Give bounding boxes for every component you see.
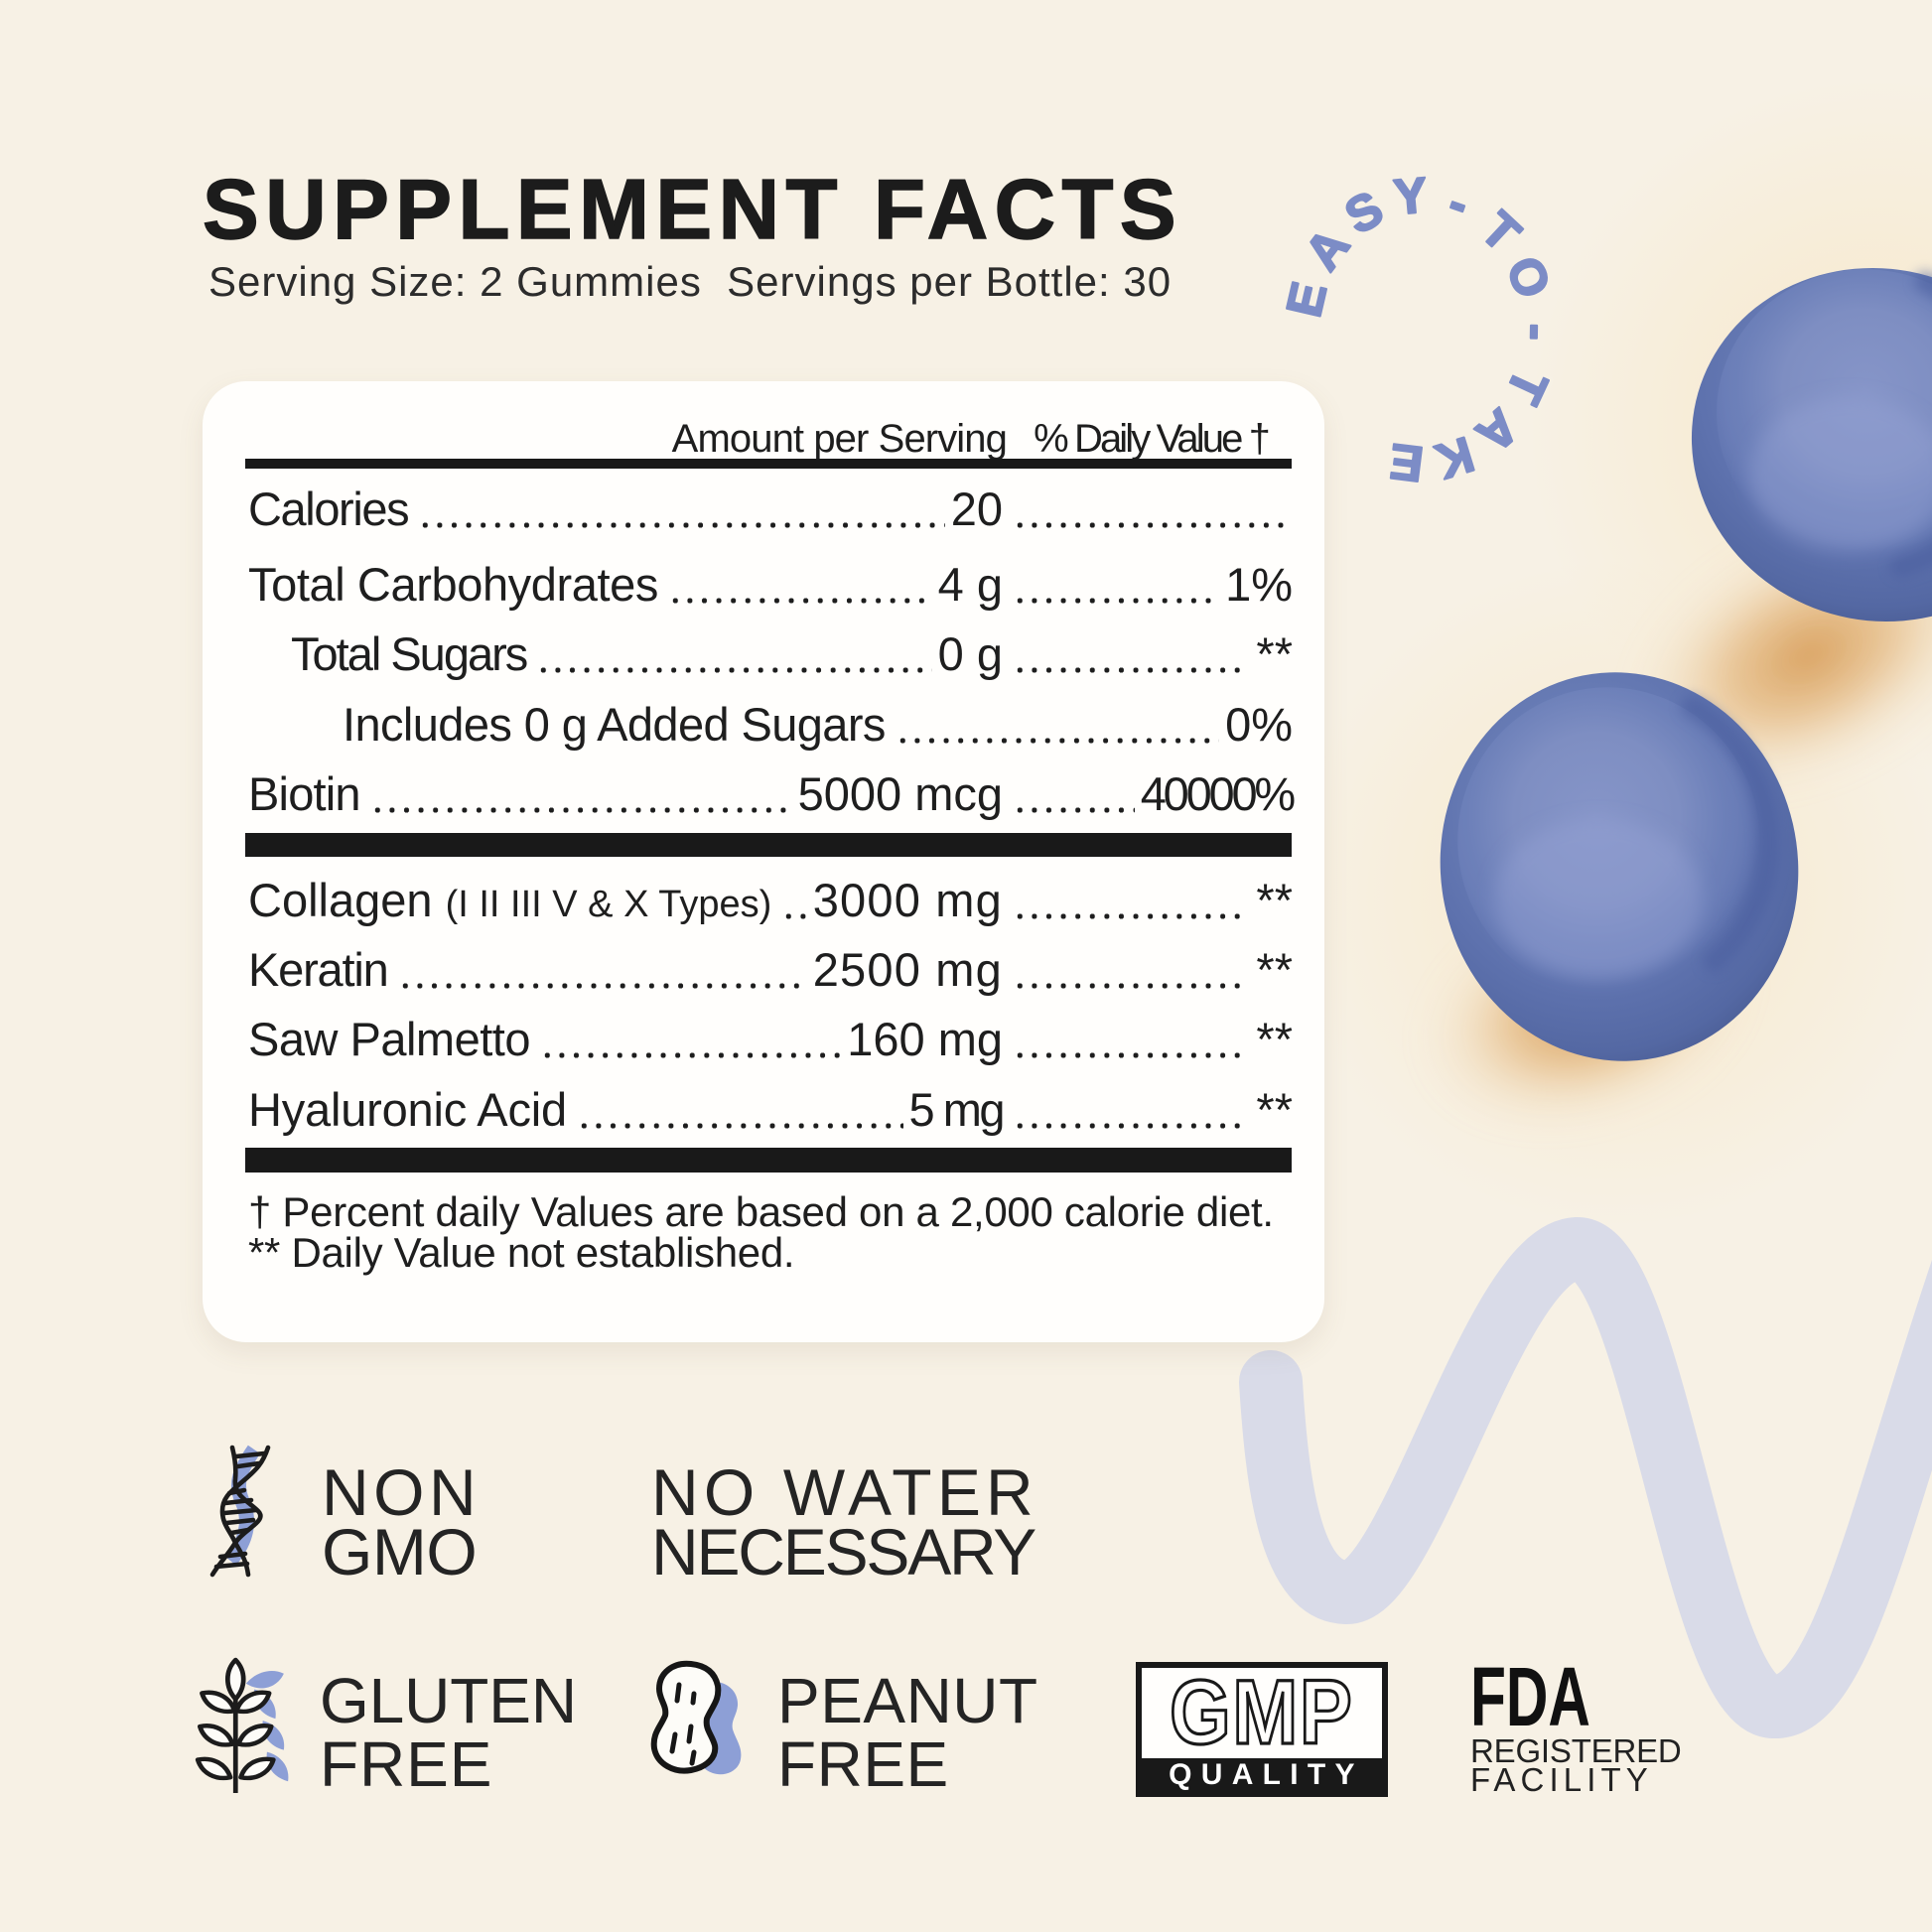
svg-text:A: A: [1295, 218, 1360, 281]
svg-text:-: -: [1510, 324, 1566, 342]
svg-text:E: E: [1276, 277, 1337, 322]
svg-text:T: T: [1470, 201, 1531, 262]
svg-text:T: T: [1495, 360, 1559, 411]
svg-text:-: -: [1442, 174, 1475, 231]
svg-text:E: E: [1387, 433, 1427, 492]
svg-text:Y: Y: [1392, 167, 1430, 225]
svg-text:A: A: [1465, 398, 1529, 464]
svg-text:K: K: [1430, 426, 1480, 489]
svg-text:S: S: [1336, 180, 1392, 244]
svg-text:O: O: [1495, 248, 1562, 306]
